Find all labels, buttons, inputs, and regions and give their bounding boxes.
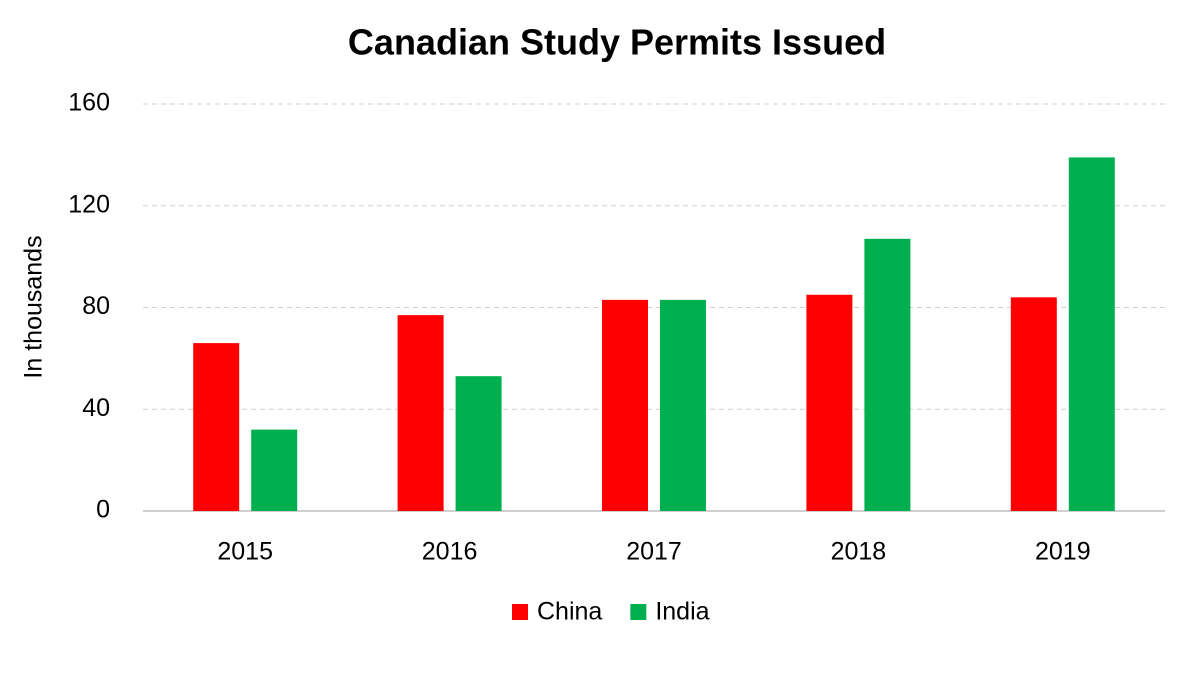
x-tick-label: 2019 <box>1035 538 1091 566</box>
y-tick-label: 160 <box>68 89 110 117</box>
y-tick-label: 40 <box>82 394 110 422</box>
chart-title: Canadian Study Permits Issued <box>348 22 886 63</box>
legend-swatch <box>512 604 528 620</box>
bar <box>660 299 706 511</box>
x-tick-label: 2018 <box>831 538 887 566</box>
legend-label: China <box>537 598 602 626</box>
bar <box>251 429 298 511</box>
bar <box>1010 297 1057 511</box>
bar <box>455 376 502 511</box>
x-tick-label: 2016 <box>422 538 478 566</box>
y-tick-label: 120 <box>68 190 110 218</box>
bar <box>1068 157 1115 511</box>
y-tick-label: 0 <box>96 496 110 524</box>
bar <box>864 238 911 511</box>
x-tick-label: 2017 <box>626 538 682 566</box>
bar <box>397 315 444 511</box>
x-tick-label: 2015 <box>217 538 273 566</box>
legend-swatch <box>630 604 647 620</box>
bar <box>193 343 240 511</box>
bar <box>806 294 853 511</box>
y-axis-label: In thousands <box>20 235 48 378</box>
bar <box>602 299 648 511</box>
y-tick-label: 80 <box>82 292 110 320</box>
legend-label: India <box>655 598 709 626</box>
